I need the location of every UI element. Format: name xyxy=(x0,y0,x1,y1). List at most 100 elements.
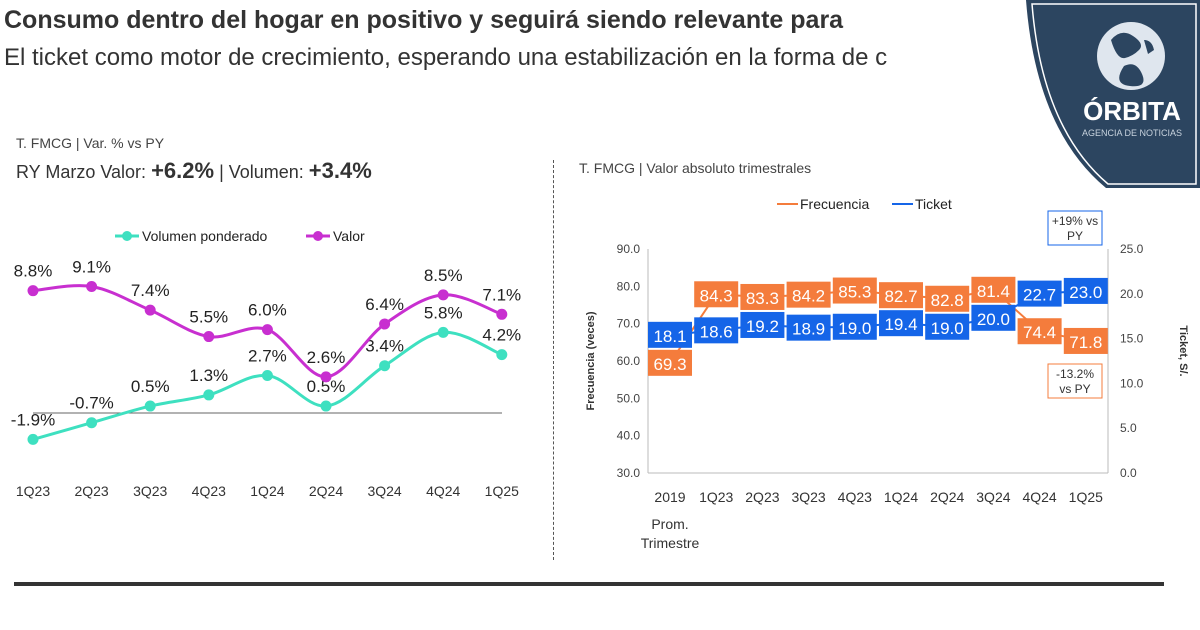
data-label: 7.4% xyxy=(131,281,170,300)
data-point xyxy=(144,304,156,316)
data-label-box xyxy=(1017,280,1062,307)
legend-marker xyxy=(122,231,132,241)
data-point xyxy=(144,400,156,412)
data-label-box xyxy=(694,317,739,344)
data-point xyxy=(86,281,98,293)
data-label: 19.4 xyxy=(884,315,917,334)
data-label: 23.0 xyxy=(1069,283,1102,302)
summary-mid: | Volumen: xyxy=(214,162,309,182)
data-label-box xyxy=(740,283,785,310)
x-tick-label: 1Q23 xyxy=(699,489,733,505)
data-label: 69.3 xyxy=(653,355,686,374)
data-point xyxy=(86,417,98,429)
data-label-box xyxy=(786,314,831,341)
category-note: Trimestre xyxy=(641,535,700,551)
x-tick-label: 2Q24 xyxy=(930,489,964,505)
annotation-text: +19% vs xyxy=(1052,214,1098,228)
data-label-box xyxy=(879,310,923,337)
y2-axis-title: Ticket, S/. xyxy=(1177,325,1189,376)
x-tick-label: 2019 xyxy=(654,489,685,505)
data-point xyxy=(496,308,508,320)
data-label-box xyxy=(694,281,739,308)
data-label: 71.8 xyxy=(1069,333,1102,352)
y-axis-title: Frecuencia (veces) xyxy=(585,311,597,410)
annotation-box xyxy=(1047,363,1103,399)
data-label-box xyxy=(786,281,831,308)
data-label-box xyxy=(740,311,785,338)
logo-tagline: AGENCIA DE NOTICIAS xyxy=(1082,128,1182,138)
data-label-box xyxy=(925,313,970,340)
legend-label: Volumen ponderado xyxy=(142,228,268,244)
x-tick-label: 1Q25 xyxy=(1069,489,1103,505)
data-point xyxy=(379,360,391,372)
data-label: 4.2% xyxy=(482,326,521,345)
data-label: 84.3 xyxy=(700,286,733,305)
x-tick-label: 4Q24 xyxy=(1022,489,1056,505)
data-label: 19.2 xyxy=(746,317,779,336)
data-label: 18.6 xyxy=(700,322,733,341)
data-point xyxy=(320,371,332,383)
data-label: 82.7 xyxy=(884,287,917,306)
x-tick-label: 3Q24 xyxy=(976,489,1010,505)
summary-prefix: RY Marzo Valor: xyxy=(16,162,152,182)
data-label: 0.5% xyxy=(307,377,346,396)
summary-value: +6.2% xyxy=(151,158,215,183)
data-label: 20.0 xyxy=(977,310,1010,329)
data-label: 5.5% xyxy=(189,308,228,327)
x-tick-label: 4Q23 xyxy=(192,483,226,499)
page-subtitle: El ticket como motor de crecimiento, esp… xyxy=(4,44,888,71)
category-note: Prom. xyxy=(651,516,688,532)
y-tick-label: 80.0 xyxy=(617,279,641,293)
data-label: 6.0% xyxy=(248,301,287,320)
data-label: 83.3 xyxy=(746,289,779,308)
y2-tick-label: 15.0 xyxy=(1120,332,1144,346)
right-chart-label: T. FMCG | Valor absoluto trimestrales xyxy=(579,160,812,176)
data-label-box xyxy=(879,282,923,309)
data-label: 18.9 xyxy=(792,320,825,339)
y-tick-label: 70.0 xyxy=(617,317,641,331)
data-point xyxy=(437,326,449,338)
x-tick-label: 3Q23 xyxy=(791,489,825,505)
summary: RY Marzo Valor: +6.2% | Volumen: +3.4% xyxy=(16,158,372,184)
data-point xyxy=(27,433,39,445)
x-tick-label: 3Q24 xyxy=(367,483,401,499)
data-point xyxy=(203,331,215,343)
data-label: 8.5% xyxy=(424,266,463,285)
data-label: 1.3% xyxy=(189,366,228,385)
data-label: 22.7 xyxy=(1023,286,1056,305)
legend-label: Frecuencia xyxy=(800,196,869,212)
data-label: 85.3 xyxy=(838,283,871,302)
data-point xyxy=(320,400,332,412)
data-label: 2.6% xyxy=(307,348,346,367)
x-tick-label: 2Q24 xyxy=(309,483,343,499)
legend-marker xyxy=(313,231,323,241)
data-label-box xyxy=(925,285,970,312)
legend-label: Ticket xyxy=(915,196,952,212)
annotation-text: -13.2% xyxy=(1056,367,1094,381)
x-tick-label: 1Q24 xyxy=(250,483,284,499)
y2-tick-label: 10.0 xyxy=(1120,376,1144,390)
footer-rule xyxy=(14,582,1164,586)
data-point xyxy=(496,349,508,361)
data-label: 7.1% xyxy=(482,285,521,304)
data-label-box xyxy=(832,277,877,304)
data-label-box xyxy=(648,349,692,376)
x-tick-label: 2Q23 xyxy=(745,489,779,505)
orbita-logo: ÓRBITA AGENCIA DE NOTICIAS xyxy=(1026,0,1200,188)
x-tick-label: 4Q23 xyxy=(838,489,872,505)
annotation-text: vs PY xyxy=(1059,382,1090,396)
x-tick-label: 1Q24 xyxy=(884,489,918,505)
page-title: Consumo dentro del hogar en positivo y s… xyxy=(4,6,844,34)
data-label-box xyxy=(1063,327,1108,354)
data-label: 18.1 xyxy=(653,327,686,346)
data-point xyxy=(261,369,273,381)
y-tick-label: 50.0 xyxy=(617,391,641,405)
data-point xyxy=(379,318,391,330)
x-tick-label: 1Q23 xyxy=(16,483,50,499)
y2-tick-label: 0.0 xyxy=(1120,466,1137,480)
data-label: 82.8 xyxy=(931,291,964,310)
data-label: -0.7% xyxy=(69,394,113,413)
series-line xyxy=(32,284,503,379)
y2-tick-label: 5.0 xyxy=(1120,421,1137,435)
left-chart-label: T. FMCG | Var. % vs PY xyxy=(16,135,165,151)
